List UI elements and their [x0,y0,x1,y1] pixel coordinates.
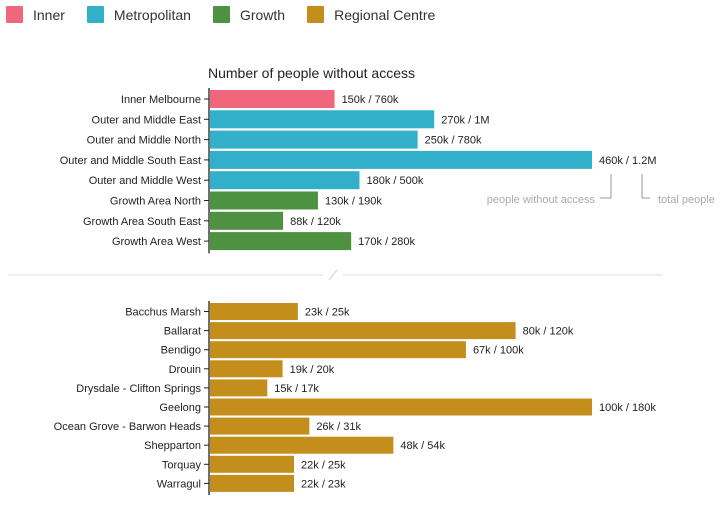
chart-title: Number of people without access [208,65,415,81]
legend-label: Growth [239,6,286,23]
y-tick-label: Geelong [159,402,201,414]
data-label: 26k / 31k [316,421,361,433]
bar[interactable] [210,341,466,359]
y-tick-label: Growth Area West [112,236,201,248]
y-tick-label: Torquay [162,459,202,471]
data-label: 48k / 54k [400,440,445,452]
data-label: 170k / 280k [358,236,415,248]
legend-label: Metropolitan [113,6,191,23]
data-label: 130k / 190k [325,196,382,208]
bar[interactable] [210,360,283,378]
y-tick-label: Outer and Middle North [87,135,201,147]
bar[interactable] [210,379,268,397]
y-tick-label: Ocean Grove - Barwon Heads [54,421,202,433]
data-label: 180k / 500k [366,175,423,187]
data-label: 88k / 120k [290,216,341,228]
data-label: 15k / 17k [274,383,319,395]
bar[interactable] [210,474,295,492]
bar[interactable] [210,455,295,473]
y-tick-label: Outer and Middle South East [60,155,201,167]
y-tick-label: Inner Melbourne [121,94,201,106]
bar[interactable] [210,171,360,190]
annotation: people without access total people [487,174,715,206]
bar[interactable] [210,90,335,108]
y-tick-label: Warragul [157,478,201,490]
y-tick-label: Outer and Middle East [92,114,201,126]
bar[interactable] [210,110,435,129]
bar[interactable] [210,417,310,435]
axis-break [8,269,663,281]
legend-swatch [307,6,325,23]
y-tick-label: Drysdale - Clifton Springs [76,383,201,395]
legend-item-inner[interactable]: Inner [6,6,65,23]
legend-swatch [212,6,230,23]
y-tick-label: Growth Area South East [83,216,201,228]
data-label: 150k / 760k [342,94,399,106]
data-label: 460k / 1.2M [599,155,656,167]
data-label: 80k / 120k [523,326,574,338]
legend-label: Regional Centre [334,6,436,23]
data-label: 19k / 20k [290,364,335,376]
y-tick-label: Drouin [169,364,201,376]
legend: Inner Metropolitan Growth Regional Centr… [6,6,457,23]
y-tick-label: Bendigo [161,345,201,357]
y-tick-label: Ballarat [164,326,201,338]
bar[interactable] [210,398,592,416]
legend-swatch [6,6,23,23]
legend-item-growth[interactable]: Growth [212,6,286,23]
legend-item-metropolitan[interactable]: Metropolitan [86,6,191,23]
bar[interactable] [210,130,418,149]
legend-item-regional-centre[interactable]: Regional Centre [307,6,435,23]
y-tick-label: Growth Area North [110,196,201,208]
annotation-without-access: people without access [487,194,596,206]
data-label: 270k / 1M [441,114,489,126]
data-label: 22k / 25k [301,459,346,471]
bar[interactable] [210,191,318,210]
legend-label: Inner [33,6,65,23]
y-tick-label: Outer and Middle West [89,175,201,187]
y-tick-label: Shepparton [144,440,201,452]
bar[interactable] [210,232,352,251]
data-label: 100k / 180k [599,402,656,414]
annotation-total-people: total people [658,194,715,206]
data-label: 67k / 100k [473,345,524,357]
legend-swatch [86,6,104,23]
data-label: 250k / 780k [425,135,482,147]
y-tick-label: Bacchus Marsh [125,307,201,319]
bar[interactable] [210,322,516,340]
data-label: 23k / 25k [305,307,350,319]
bar[interactable] [210,303,298,320]
data-label: 22k / 23k [301,478,346,490]
bar[interactable] [210,150,592,169]
bar[interactable] [210,436,394,454]
bar[interactable] [210,211,284,230]
